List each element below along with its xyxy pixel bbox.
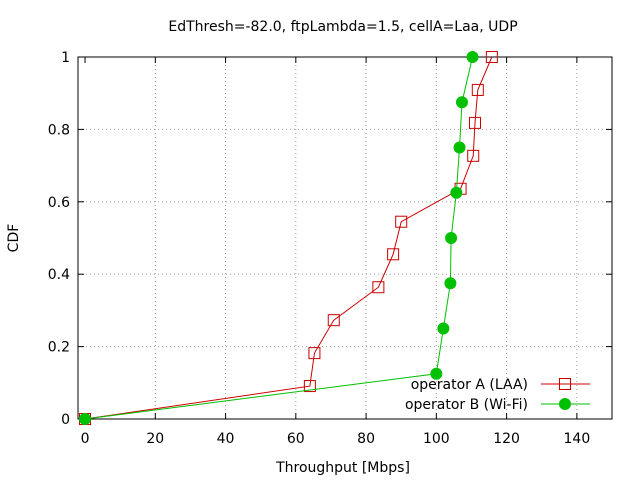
data-point [485,51,498,63]
x-tick-label: 20 [146,431,164,447]
series-line-1 [84,56,493,420]
grid [78,57,612,419]
data-point [303,380,316,393]
x-axis-label: Throughput [Mbps] [275,460,410,476]
x-tick-label: 80 [357,431,375,447]
plot-frame [77,56,613,420]
y-tick-label: 0.2 [48,340,70,356]
x-tick-label: 120 [493,431,520,447]
x-tick-label: 100 [423,431,450,447]
data-point [430,367,443,380]
data-point [444,277,457,290]
legend-label-2: operator B (Wi-Fi) [405,397,528,413]
data-point [445,232,458,244]
data-point [453,141,466,154]
y-tick-label: 0 [61,412,70,428]
data-point [372,281,385,294]
series-line-2 [84,56,474,420]
x-tick-label: 60 [287,431,305,447]
data-point [327,314,340,327]
legend-label-1: operator A (LAA) [411,377,528,393]
x-tick-label: 140 [564,431,591,447]
data-point [468,116,481,129]
data-point [437,322,450,335]
data-point [467,149,480,162]
legend-marker-2 [559,398,571,410]
chart-title: EdThresh=-82.0, ftpLambda=1.5, cellA=Laa… [168,19,517,35]
y-axis-label: CDF [6,224,22,253]
data-point [450,186,463,199]
data-point [466,51,479,63]
data-point [395,215,408,228]
data-point [471,83,484,96]
axis-ticks: 0 20 40 60 80 100 120 140 0 0.2 0.4 0.6 0.8 1 [48,50,612,447]
y-tick-label: 0.6 [48,195,70,211]
y-tick-label: 0.8 [48,122,70,138]
data-point [455,96,468,109]
y-tick-label: 1 [61,50,70,66]
legend: operator A (LAA) operator B (Wi-Fi) [405,377,590,413]
data-point [387,248,400,261]
data-point [79,413,92,425]
data-point [308,347,321,360]
y-tick-label: 0.4 [48,267,70,283]
x-tick-label: 0 [81,431,90,447]
legend-marker-1 [559,378,571,390]
series [79,51,498,425]
x-tick-label: 40 [217,431,235,447]
